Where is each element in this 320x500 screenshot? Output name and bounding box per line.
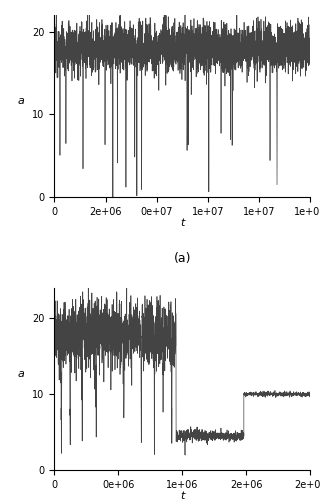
X-axis label: t: t	[180, 218, 185, 228]
Y-axis label: a: a	[18, 96, 25, 106]
X-axis label: t: t	[180, 491, 185, 500]
Y-axis label: a: a	[18, 369, 25, 379]
Text: (a): (a)	[174, 252, 191, 264]
